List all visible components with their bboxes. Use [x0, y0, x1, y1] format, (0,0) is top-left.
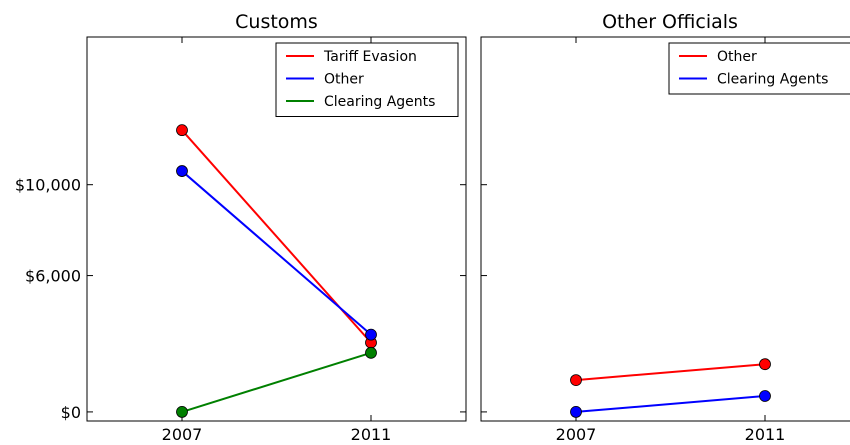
series-clearing-agents: [570, 390, 771, 418]
panel-other-officials: Other Officials 2007 2011 Other Clearing A…: [480, 11, 850, 444]
series-group-other-officials: [570, 358, 771, 418]
x-tick-label: 2011: [745, 425, 786, 444]
series-line-other: [181, 170, 372, 336]
y-tick-label: $0: [61, 403, 81, 422]
series-group-customs: [176, 124, 377, 418]
data-point-tariff-evasion: [176, 124, 188, 137]
panel-customs: Customs $0 $6,000 $10,000 2007 2011 Tariff …: [15, 11, 467, 444]
series-other: [176, 165, 377, 341]
data-point-other: [176, 165, 188, 177]
data-point-clearing-agents: [570, 406, 582, 418]
y-axis-customs: $0 $6,000 $10,000: [15, 176, 466, 422]
data-point-clearing-agents: [176, 406, 188, 418]
legend-customs: Tariff Evasion Other Clearing Agents: [275, 42, 459, 117]
x-axis-customs: 2007 2011: [162, 37, 392, 444]
data-point-clearing-agents: [759, 390, 771, 402]
legend-label-clearing-agents: Clearing Agents: [717, 72, 828, 88]
legend-box: [668, 42, 850, 95]
y-tick-label: $10,000: [15, 176, 81, 195]
x-tick-label: 2007: [556, 425, 597, 444]
chart-title-other-officials: Other Officials: [602, 11, 738, 33]
legend-label-other: Other: [717, 49, 757, 65]
series-line-clearing-agents: [181, 351, 372, 413]
x-axis-other-officials: 2007 2011: [556, 37, 786, 444]
plot-area-other-officials: [480, 36, 850, 422]
legend-label-other: Other: [324, 72, 364, 88]
series-line-clearing-agents: [575, 395, 766, 413]
legend-other-officials: Other Clearing Agents: [668, 42, 850, 95]
series-other: [570, 358, 771, 387]
series-line-other: [575, 363, 766, 382]
y-tick-label: $6,000: [25, 267, 81, 286]
data-point-other: [759, 358, 771, 371]
data-point-other: [365, 328, 377, 341]
legend-label-clearing-agents: Clearing Agents: [324, 94, 435, 110]
x-tick-label: 2007: [162, 425, 203, 444]
y-axis-other-officials: [481, 184, 487, 413]
x-tick-label: 2011: [351, 425, 392, 444]
series-clearing-agents: [176, 346, 377, 418]
data-point-other: [570, 374, 582, 387]
chart-title-customs: Customs: [235, 11, 318, 33]
legend-label-tariff-evasion: Tariff Evasion: [323, 49, 417, 65]
data-point-clearing-agents: [365, 346, 377, 359]
